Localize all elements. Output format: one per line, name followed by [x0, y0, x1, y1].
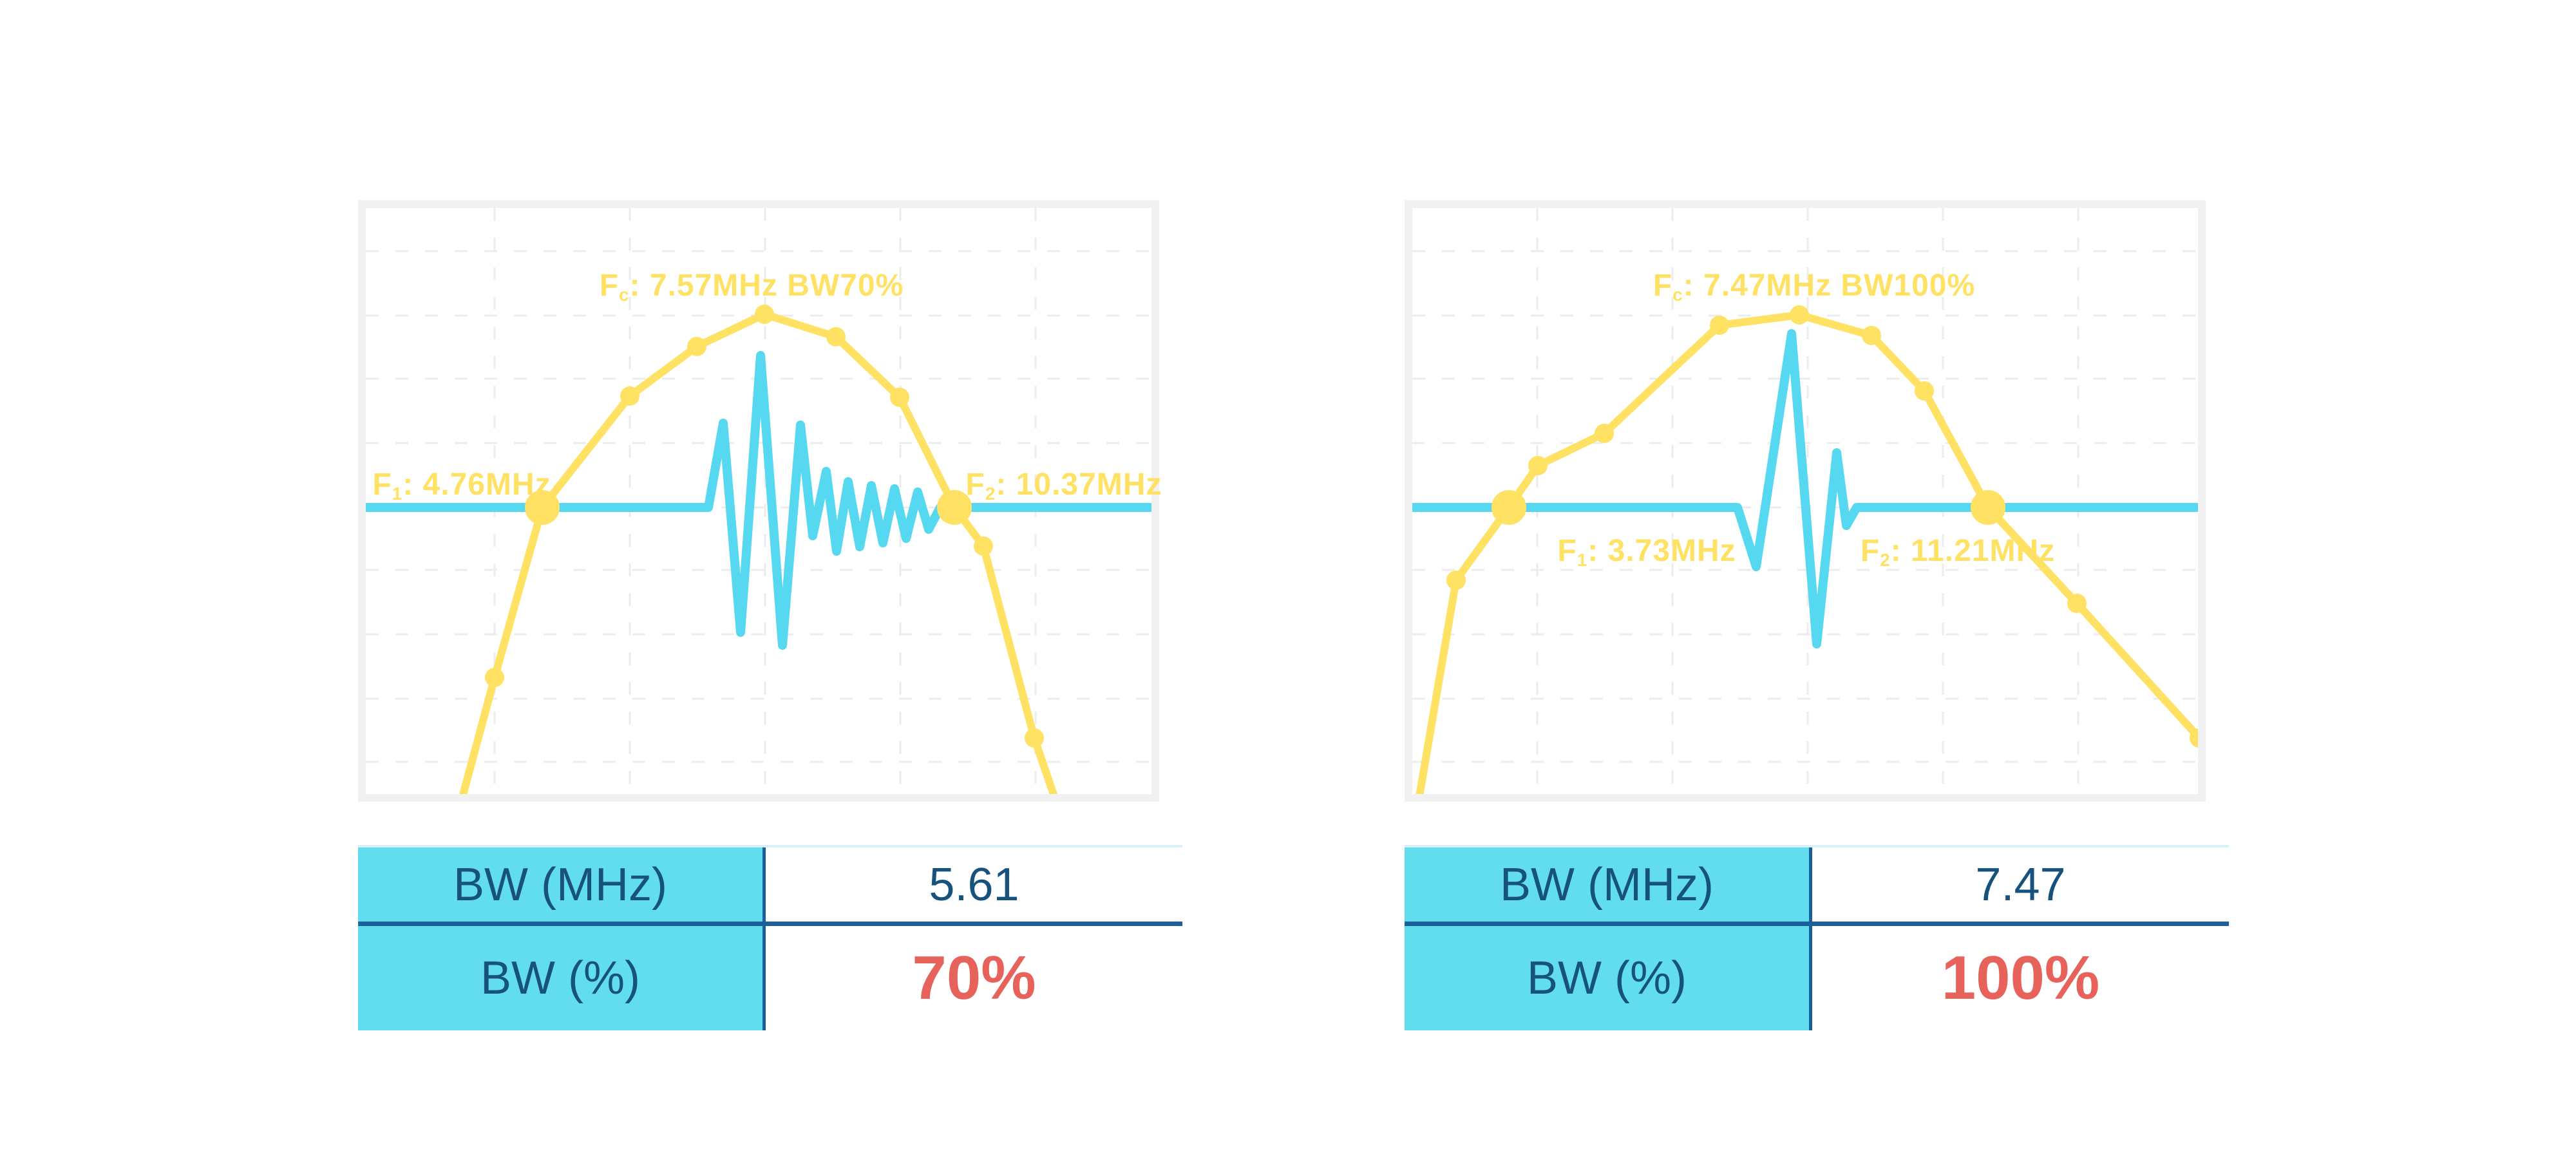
row-label-cell: BW (MHz): [358, 847, 766, 922]
table-divider: [1405, 922, 2229, 926]
row-value-cell-percent: 70%: [766, 926, 1182, 1030]
fc-annotation: Fc: 7.57MHz BW70%: [600, 268, 904, 305]
f1-annotation: F1: 4.76MHz: [372, 467, 551, 504]
row-label-cell: BW (%): [358, 926, 766, 1030]
table-divider: [358, 922, 1182, 926]
f1-annotation-pre: F: [1557, 533, 1577, 568]
fc-annotation-pre: F: [599, 268, 620, 303]
f1-annotation-sub: 1: [392, 484, 403, 504]
row-label-cell: BW (%): [1405, 926, 1812, 1030]
fc-annotation-post: : 7.57MHz BW70%: [629, 268, 904, 303]
f1-annotation: F1: 3.73MHz: [1557, 533, 1736, 571]
fc-annotation: Fc: 7.47MHz BW100%: [1653, 268, 1975, 305]
f2-annotation-pre: F: [965, 467, 985, 502]
fc-annotation-sub: c: [1672, 285, 1683, 305]
row-value-cell-percent: 100%: [1812, 926, 2229, 1030]
fc-annotation-sub: c: [619, 285, 630, 305]
f2-annotation-post: : 10.37MHz: [996, 467, 1162, 502]
f1-annotation-post: : 4.76MHz: [402, 467, 551, 502]
f2-annotation-pre: F: [1860, 533, 1880, 568]
row-value-cell: 5.61: [766, 847, 1182, 922]
bw-table-100: BW (MHz) 7.47 BW (%) 100%: [1405, 845, 2229, 1030]
table-row: BW (MHz) 7.47: [1405, 847, 2229, 922]
f1-annotation-sub: 1: [1577, 550, 1588, 571]
row-value-cell: 7.47: [1812, 847, 2229, 922]
spectrum-plot-bw100: [1412, 208, 2198, 794]
table-row: BW (%) 70%: [358, 926, 1182, 1030]
table-row: BW (MHz) 5.61: [358, 847, 1182, 922]
f2-annotation-sub: 2: [1880, 550, 1891, 571]
f2-annotation: F2: 10.37MHz: [966, 467, 1162, 504]
f2-annotation: F2: 11.21MHz: [1861, 533, 2055, 571]
table-row: BW (%) 100%: [1405, 926, 2229, 1030]
fc-annotation-pre: F: [1653, 268, 1673, 303]
spectrum-plot-bw70: [366, 208, 1151, 794]
f2-annotation-sub: 2: [985, 484, 996, 504]
fc-annotation-post: : 7.47MHz BW100%: [1683, 268, 1976, 303]
f2-annotation-post: : 11.21MHz: [1890, 533, 2056, 568]
bw-table-70: BW (MHz) 5.61 BW (%) 70%: [358, 845, 1182, 1030]
f1-annotation-post: : 3.73MHz: [1587, 533, 1736, 568]
spectrum-chart-bw100: Fc: 7.47MHz BW100% F1: 3.73MHz F2: 11.21…: [1405, 200, 2206, 802]
spectrum-chart-bw70: Fc: 7.57MHz BW70% F1: 4.76MHz F2: 10.37M…: [358, 200, 1162, 802]
row-label-cell: BW (MHz): [1405, 847, 1812, 922]
f1-annotation-pre: F: [372, 467, 392, 502]
